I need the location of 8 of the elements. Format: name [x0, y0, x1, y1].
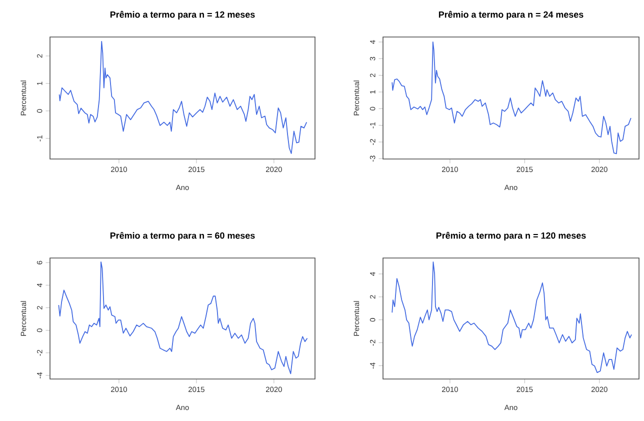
- chart-title: Prêmio a termo para n = 12 meses: [110, 10, 255, 20]
- line-series: [392, 262, 632, 374]
- chart-title: Prêmio a termo para n = 24 meses: [438, 10, 584, 20]
- line-series: [58, 261, 308, 374]
- chart-title: Prêmio a termo para n = 60 meses: [110, 232, 255, 240]
- chart-title: Prêmio a termo para n = 120 meses: [436, 232, 586, 240]
- line-series: [392, 42, 632, 154]
- line-series: [58, 40, 308, 154]
